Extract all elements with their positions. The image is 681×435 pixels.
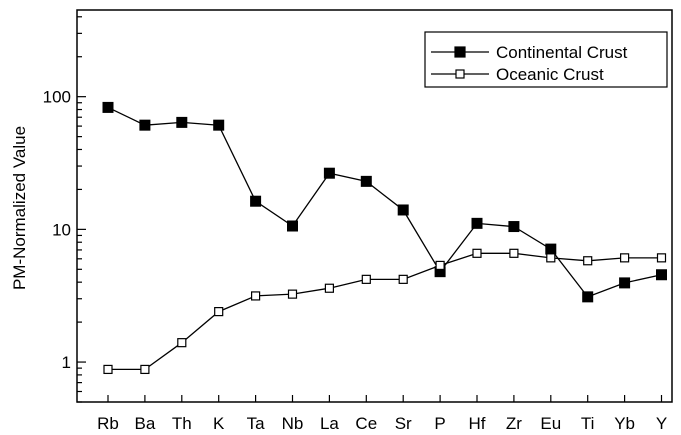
data-point [398,274,408,284]
x-tick-label-zr: Zr [506,414,522,433]
legend-marker [455,69,465,79]
x-tick-label-yb: Yb [614,414,635,433]
y-tick-label: 100 [43,88,71,107]
data-point [472,248,482,258]
data-point [545,243,557,255]
x-tick-label-ba: Ba [135,414,156,433]
data-point [287,220,298,232]
series-layer [102,101,667,375]
data-point [546,253,556,263]
data-point [583,256,593,266]
legend-box [424,31,668,88]
data-point [213,119,225,131]
data-point [251,291,261,301]
data-point [361,274,371,284]
legend: Continental Crust Oceanic Crust [424,31,668,88]
data-point [140,364,150,375]
data-point [287,289,298,299]
x-tick-label-rb: Rb [97,414,119,433]
series-line [107,106,662,298]
data-point [471,217,483,229]
series-1 [103,248,667,375]
x-tick-label-ti: Ti [581,414,595,433]
legend-marker [454,46,466,58]
data-point [324,283,334,293]
data-point [509,248,519,258]
data-point [176,116,188,128]
data-point [619,253,630,263]
x-tick-label-la: La [320,414,339,433]
legend-label: Oceanic Crust [496,65,604,84]
plot-frame [76,9,673,403]
data-point [323,167,335,179]
data-point [397,204,409,216]
series-0 [102,101,667,303]
data-point [656,269,667,281]
data-point [177,338,187,348]
data-point [656,253,667,263]
x-tick-label-eu: Eu [540,414,561,433]
data-point [582,291,594,303]
x-tick-label-k: K [213,414,225,433]
data-point [435,260,445,271]
x-axis-ticks: Rb Ba Th K Ta Nb La Ce Sr P Hf Zr Eu Ti Yb Y [97,395,667,433]
y-tick-label: 10 [52,220,71,239]
y-axis-ticks: 1 10 100 [43,16,86,403]
data-point [508,221,520,233]
data-point [619,277,631,289]
x-tick-label-sr: Sr [395,414,412,433]
data-point [103,364,113,375]
legend-item: Continental Crust [431,43,628,62]
data-point [360,175,372,187]
legend-label: Continental Crust [496,43,628,62]
data-point [102,101,114,113]
x-tick-label-ce: Ce [355,414,377,433]
legend-item: Oceanic Crust [431,65,604,84]
data-point [139,119,151,131]
data-point [250,195,262,207]
y-tick-label: 1 [62,353,71,372]
x-tick-label-p: P [434,414,445,433]
x-tick-label-th: Th [172,414,192,433]
data-point [214,307,224,317]
y-axis-title: PM-Normalized Value [10,126,29,290]
x-tick-label-nb: Nb [282,414,304,433]
series-line [108,252,662,371]
x-tick-label-hf: Hf [469,414,486,433]
x-tick-label-y: Y [656,414,667,433]
x-tick-label-ta: Ta [247,414,266,433]
